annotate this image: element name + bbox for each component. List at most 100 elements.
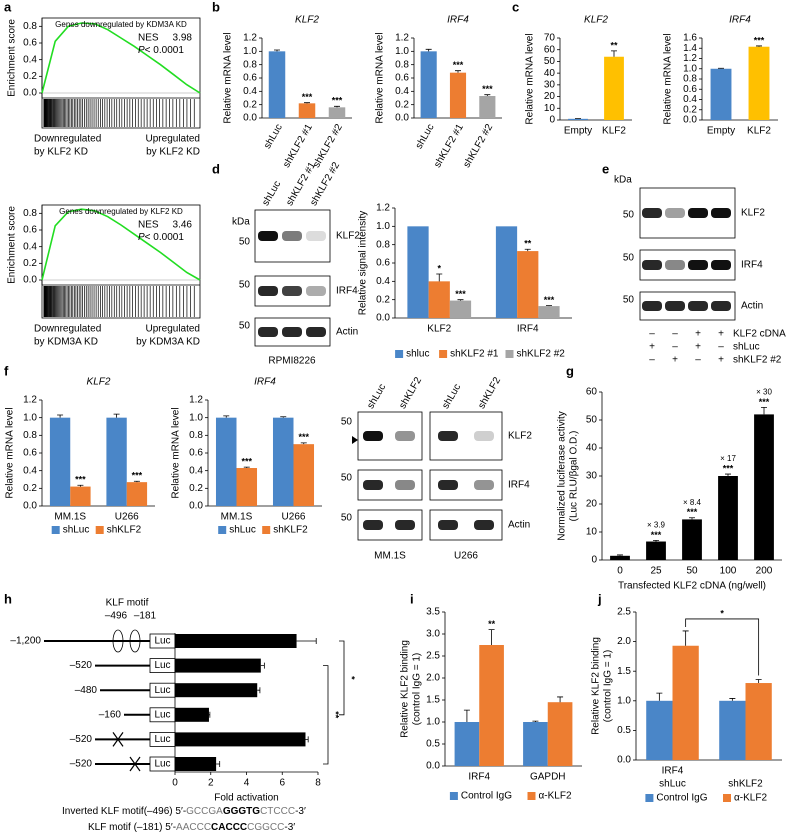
motif-flank: CTCCC	[260, 806, 295, 817]
bar	[272, 417, 294, 506]
bar	[646, 700, 673, 760]
significance: ***	[759, 397, 770, 407]
y-tick-label: 0.0	[426, 761, 440, 772]
significance: ***	[332, 96, 343, 106]
bar	[710, 68, 732, 120]
motif-label: Inverted KLF motif(–496) 5′-	[62, 806, 186, 817]
error-bar	[113, 413, 120, 418]
legend-swatch	[218, 526, 227, 534]
y-tick-label: 0.6	[243, 73, 257, 84]
motif-end: -3′	[295, 806, 306, 817]
panel-label: d	[212, 161, 220, 176]
nes-label: NES	[138, 33, 159, 44]
panel-label: h	[4, 591, 12, 606]
y-axis-label: Relative KLF2 binding	[400, 640, 411, 738]
motif-flank: CGGCC	[247, 822, 284, 833]
y-axis-label: Relative mRNA level	[5, 407, 16, 498]
y-tick-label: 0.2	[23, 483, 37, 494]
legend-label: shluc	[406, 349, 429, 360]
x-tick-label: U266	[115, 512, 139, 523]
blot-band	[282, 231, 302, 241]
bar	[672, 645, 699, 760]
nes-label: NES	[138, 220, 159, 231]
condition-sign: –	[695, 355, 701, 366]
x-end-label: by KDM3A KD	[136, 337, 200, 348]
x-tick-label: 0	[172, 778, 178, 789]
y-tick-label: 40	[586, 443, 598, 454]
kda-marker: 50	[239, 321, 251, 332]
motif-label: KLF motif (–181) 5′-	[88, 822, 176, 833]
blot-panel	[254, 209, 331, 263]
y-tick-label: 0.6	[683, 84, 697, 95]
x-tick-label: IRF4	[468, 772, 490, 783]
y-tick-label: 0.5	[426, 739, 440, 750]
y-tick-label: 0.0	[617, 755, 631, 766]
x-tick-label: 2	[208, 778, 214, 789]
y-tick-label: 0.4	[395, 86, 409, 97]
lane-label: shLuc	[365, 382, 388, 411]
y-tick-label: 0.6	[23, 448, 37, 459]
x-end-label: Downregulated	[34, 134, 101, 145]
legend-label: α-KLF2	[734, 793, 767, 804]
y-tick-label: 0.8	[376, 239, 390, 250]
x-tick-label: MM.1S	[221, 512, 253, 523]
legend-label: shKLF2 #1	[450, 349, 499, 360]
chart-title: KLF2	[584, 15, 608, 26]
y-tick-label: 2.5	[426, 651, 440, 662]
panel-label: a	[4, 0, 12, 14]
y-tick-label: 1.2	[243, 33, 257, 44]
bar	[407, 226, 429, 318]
error-bar	[208, 711, 211, 718]
y-tick-label: 0.6	[189, 448, 203, 459]
bar	[70, 486, 91, 506]
condition-sign: +	[695, 342, 701, 353]
motif-core: GGGTG	[223, 806, 260, 817]
x-end-label: by KLF2 KD	[146, 147, 200, 158]
blot-band	[306, 327, 326, 337]
y-tick-label: 0.0	[23, 88, 37, 99]
y-tick-label: 0.8	[23, 21, 37, 32]
bar	[328, 107, 346, 118]
y-tick-label: 0.6	[23, 225, 37, 236]
p-text: < 0.0001	[145, 232, 185, 243]
y-tick-label: 0.2	[243, 99, 257, 110]
x-tick-label: shKLF2	[728, 779, 763, 790]
error-bar	[300, 442, 307, 445]
blot-caption: MM.1S	[374, 551, 406, 562]
x-tick-label: Empty	[707, 126, 735, 137]
y-tick-label: 0.0	[683, 115, 697, 126]
y-tick-label: 0.0	[23, 501, 37, 512]
significance: ***	[242, 457, 253, 467]
bar	[479, 96, 496, 118]
y-tick-label: 30	[586, 471, 598, 482]
error-bar	[488, 629, 495, 645]
blot-band	[474, 520, 494, 530]
significance: **	[488, 619, 496, 629]
y-tick-label: 0.2	[376, 294, 390, 305]
bar	[175, 707, 209, 722]
y-tick-label: 0.4	[23, 54, 37, 65]
bar	[449, 300, 472, 318]
y-tick-label: 1.0	[683, 63, 697, 74]
legend-label: shLuc	[63, 525, 90, 536]
legend-swatch	[95, 526, 104, 534]
blot-band	[688, 260, 708, 270]
reporter-label: Luc	[154, 734, 170, 745]
significance: ***	[299, 432, 310, 442]
x-tick-label: 8	[315, 778, 321, 789]
x-tick-label: 0	[617, 566, 623, 577]
blot-band	[395, 520, 415, 530]
bar	[604, 56, 624, 120]
y-tick-label: 1.0	[23, 412, 37, 423]
blot-panel	[639, 291, 736, 321]
bar	[523, 722, 548, 766]
y-tick-label: 0.8	[189, 430, 203, 441]
y-tick-label: 0.2	[683, 104, 697, 115]
significance: ***	[132, 471, 143, 481]
y-axis-label: Relative mRNA level	[375, 32, 386, 123]
error-bar	[334, 105, 340, 108]
bar	[428, 281, 450, 318]
band-label: Actin	[508, 520, 530, 531]
